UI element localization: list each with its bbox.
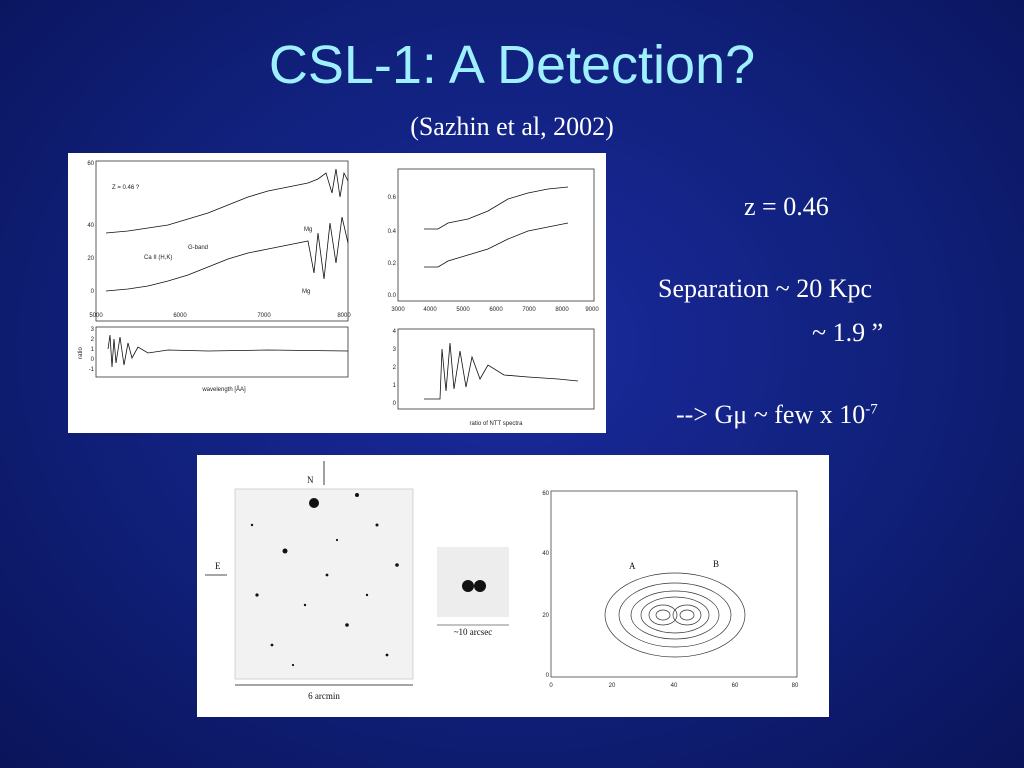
spectrum-a-line <box>105 168 349 234</box>
tick-x-l-2: 7000 <box>257 313 271 319</box>
spectra-plot: 60 40 20 0 Z = 0.46 ? G-band Ca II (H,K)… <box>78 160 599 427</box>
tick-y-rt-0: 0.6 <box>388 195 397 201</box>
redshift-note: z = 0.46 <box>744 192 829 221</box>
zoom-image <box>437 547 509 617</box>
line-label-mg-upper: Mg <box>304 227 312 233</box>
tick-x-r-0: 3000 <box>391 307 405 313</box>
tick-y-rb-2: 2 <box>393 365 397 371</box>
image-b-blob <box>474 580 486 592</box>
line-label-mg-lower: Mg <box>302 289 310 295</box>
tick-x-r-1: 4000 <box>423 307 437 313</box>
image-a-blob <box>462 580 474 592</box>
tick-x-l-0: 5000 <box>89 313 103 319</box>
redshift-label: Z = 0.46 ? <box>112 185 140 191</box>
left-top-frame <box>95 160 349 322</box>
tick-cy-0: 60 <box>542 491 549 497</box>
tick-cy-2: 20 <box>542 613 549 619</box>
tick-y-rt-3: 0.0 <box>388 293 397 299</box>
tick-y-rb-3: 1 <box>393 383 397 389</box>
string-tension-note: --> Gμ ~ few x 10-7 <box>676 400 878 430</box>
ntt-ratio-axis-label: ratio of NTT spectra <box>470 421 524 427</box>
tick-y-lt-3: 0 <box>91 289 95 295</box>
left-bottom-frame <box>95 326 349 378</box>
image-figure: N E 6 arcmin ~10 arcsec 60 40 20 0 0 20 … <box>197 455 829 717</box>
wavelength-axis-label: wavelength [ÅA] <box>201 386 246 393</box>
tick-cx-4: 80 <box>792 683 799 689</box>
tick-x-r-5: 8000 <box>555 307 569 313</box>
tick-y-lt-1: 40 <box>87 223 94 229</box>
tick-cx-1: 20 <box>609 683 616 689</box>
north-label: N <box>307 475 314 485</box>
tick-x-r-6: 9000 <box>585 307 599 313</box>
separation-arcsec-note: ~ 1.9 ” <box>812 318 884 347</box>
contour-label-a: A <box>629 561 636 571</box>
tick-cx-2: 40 <box>671 683 678 689</box>
tick-y-lb-1: 2 <box>91 337 95 343</box>
tick-y-rt-2: 0.2 <box>388 261 397 267</box>
finder-scale-label: 6 arcmin <box>308 691 340 701</box>
tick-x-r-3: 6000 <box>489 307 503 313</box>
tick-y-lb-2: 1 <box>91 347 95 353</box>
right-top-frame <box>397 168 595 302</box>
ntt-spectrum-b-line <box>424 222 569 268</box>
tick-y-rb-4: 0 <box>393 401 397 407</box>
finder-stars <box>250 493 399 667</box>
image-panels: N E 6 arcmin ~10 arcsec 60 40 20 0 0 20 … <box>205 461 799 701</box>
east-label: E <box>215 561 221 571</box>
separation-note: Separation ~ 20 Kpc <box>658 274 873 303</box>
tick-y-lb-3: 0 <box>91 357 95 363</box>
slide-subtitle: (Sazhin et al, 2002) <box>410 112 614 141</box>
string-tension-text: --> Gμ ~ few x 10 <box>676 400 866 429</box>
tick-y-lb-0: 3 <box>91 327 95 333</box>
tick-y-lb-4: -1 <box>89 367 95 373</box>
tick-y-rb-0: 4 <box>393 329 397 335</box>
tick-y-lt-0: 60 <box>87 161 94 167</box>
tick-cy-3: 0 <box>546 673 550 679</box>
spectra-figure: 60 40 20 0 Z = 0.46 ? G-band Ca II (H,K)… <box>68 153 606 433</box>
ntt-ratio-line <box>424 342 579 400</box>
finder-chart <box>234 488 414 680</box>
tick-y-rt-1: 0.4 <box>388 229 397 235</box>
tick-cx-3: 60 <box>732 683 739 689</box>
tick-x-r-2: 5000 <box>456 307 470 313</box>
line-label-gband: G-band <box>188 245 208 251</box>
tick-x-l-3: 8000 <box>337 313 351 319</box>
ratio-a-line <box>107 334 349 368</box>
slide-title: CSL-1: A Detection? <box>268 35 756 95</box>
tick-y-lt-2: 20 <box>87 256 94 262</box>
tick-cy-1: 40 <box>542 551 549 557</box>
zoom-scale-label: ~10 arcsec <box>454 627 493 637</box>
string-tension-exponent: -7 <box>865 401 878 418</box>
ratio-axis-label: ratio <box>78 347 84 359</box>
contour-label-b: B <box>713 559 719 569</box>
tick-x-r-4: 7000 <box>522 307 536 313</box>
contour-lines <box>604 572 746 658</box>
tick-cx-0: 0 <box>549 683 553 689</box>
spectrum-b-line <box>105 216 349 292</box>
line-label-cak: Ca II (H,K) <box>144 255 172 261</box>
contour-plot-frame <box>550 490 798 678</box>
tick-y-rb-1: 3 <box>393 347 397 353</box>
ntt-spectrum-a-line <box>424 186 569 230</box>
right-bottom-frame <box>397 328 595 410</box>
tick-x-l-1: 6000 <box>173 313 187 319</box>
